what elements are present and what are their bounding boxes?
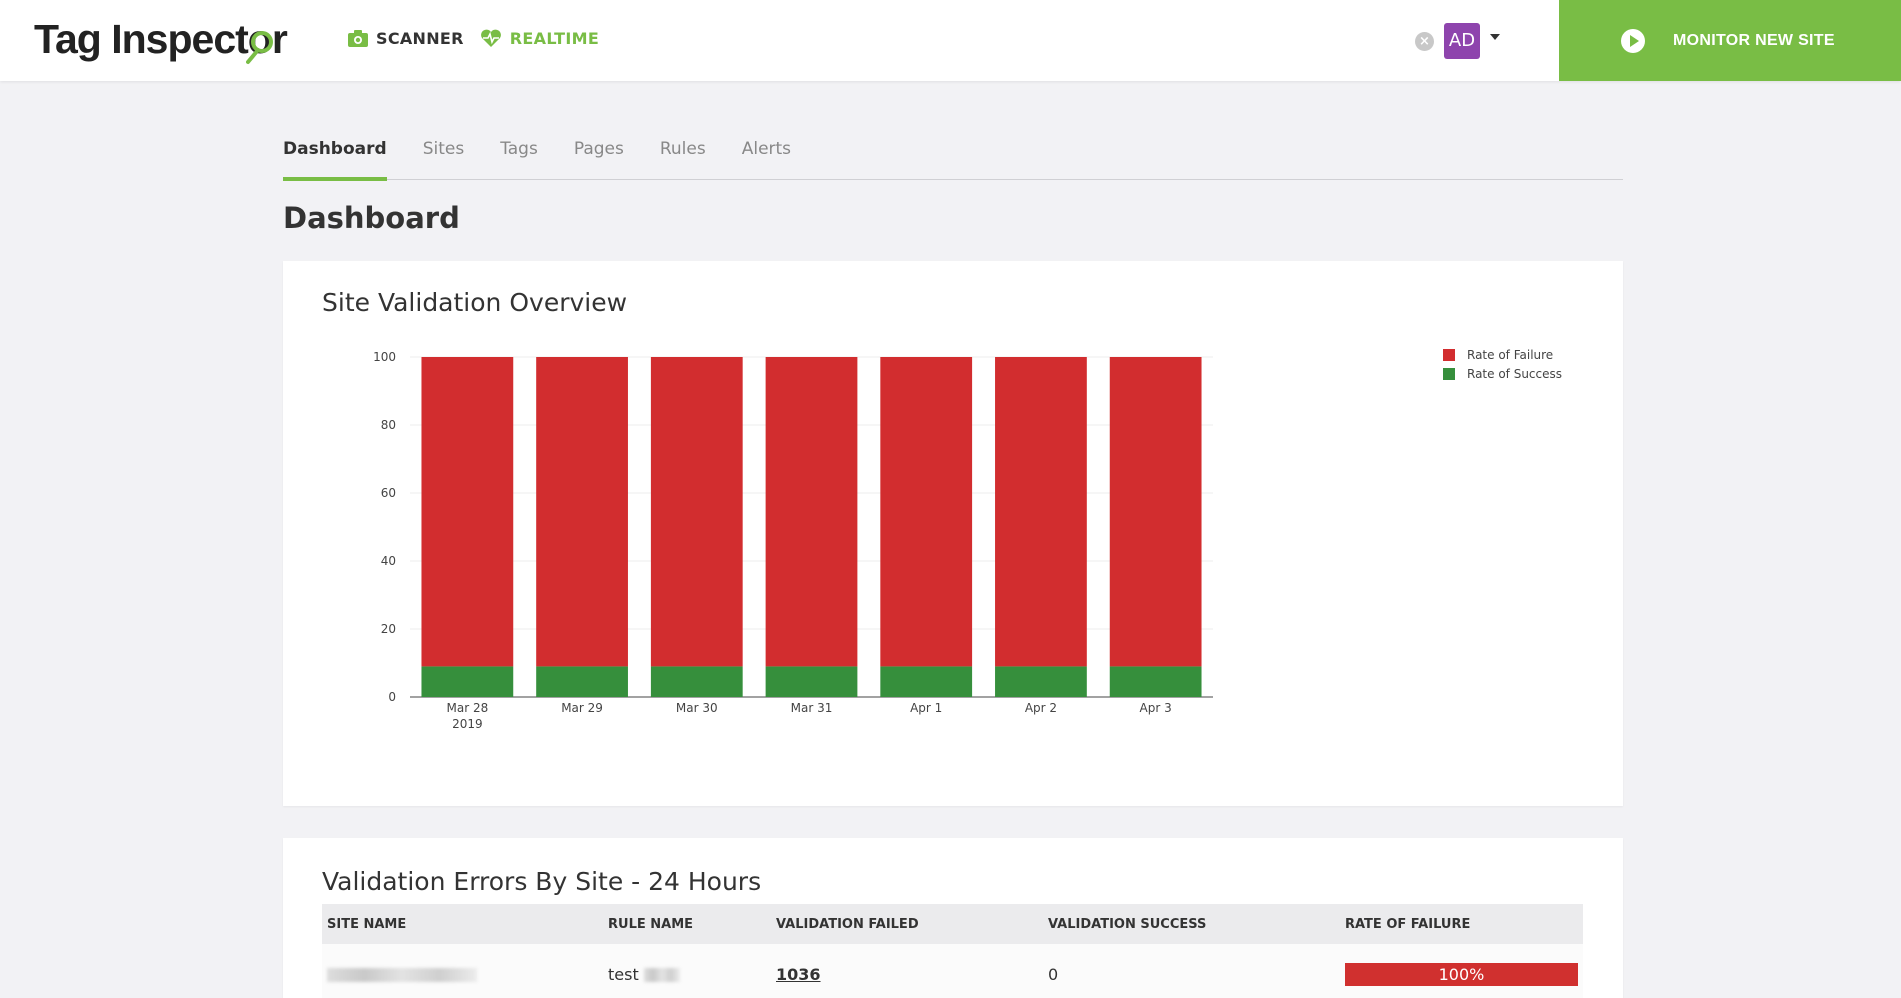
x-tick-sublabel: 2019 xyxy=(452,717,483,731)
bar-failure xyxy=(536,357,628,667)
x-tick-label: Mar 31 xyxy=(791,701,833,715)
nav-realtime-label: REALTIME xyxy=(509,29,600,48)
bar-failure xyxy=(765,357,858,667)
x-tick-label: Mar 30 xyxy=(676,701,718,715)
site-validation-overview-card: Site Validation Overview 0 20 40 60 80 100 Mar… xyxy=(283,261,1623,806)
validation-failed-link[interactable]: 1036 xyxy=(776,964,821,984)
camera-icon xyxy=(348,30,368,47)
nav-scanner-label: SCANNER xyxy=(376,29,464,48)
legend-label-failure: Rate of Failure xyxy=(1467,347,1554,362)
col-validation-success[interactable]: VALIDATION SUCCESS xyxy=(1048,916,1207,932)
dashboard-tabs: Dashboard Sites Tags Pages Rules Alerts xyxy=(283,130,1623,181)
y-tick-label: 0 xyxy=(388,690,396,704)
cell-rule-name: test xyxy=(603,965,771,984)
x-tick-label: Apr 3 xyxy=(1140,701,1172,715)
bar-success xyxy=(995,666,1087,697)
legend-item-success[interactable]: Rate of Success xyxy=(1443,364,1562,383)
redacted-rule-suffix xyxy=(643,968,680,982)
cell-validation-success: 0 xyxy=(1048,964,1059,984)
page-title: Dashboard xyxy=(283,201,460,235)
bar-success xyxy=(880,666,973,697)
monitor-new-site-label: MONITOR NEW SITE xyxy=(1673,31,1835,49)
user-area: × AD xyxy=(1415,23,1500,59)
tab-alerts[interactable]: Alerts xyxy=(741,139,792,159)
bar-failure xyxy=(1109,357,1202,667)
tag-inspector-logo[interactable]: Tag Inspecto r xyxy=(34,16,288,64)
validation-bar-chart: 0 20 40 60 80 100 Mar 28 2019 Mar 29 Mar 30 Mar 31… xyxy=(373,350,1213,731)
tab-tags[interactable]: Tags xyxy=(500,139,538,159)
y-tick-label: 20 xyxy=(381,622,396,636)
col-rule-name[interactable]: RULE NAME xyxy=(608,916,694,932)
bar-failure xyxy=(421,357,514,667)
top-header: Tag Inspecto r SCANNER REALTIME × AD MONI… xyxy=(0,0,1901,81)
col-validation-failed[interactable]: VALIDATION FAILED xyxy=(776,916,919,932)
failure-rate-bar: 100% xyxy=(1345,962,1578,986)
chart-title: Site Validation Overview xyxy=(322,288,628,317)
cell-site-name xyxy=(322,965,603,984)
x-tick-label: Apr 1 xyxy=(910,701,942,715)
table-row[interactable]: test 1036 0 100% xyxy=(322,944,1583,998)
cell-rate-of-failure: 100% xyxy=(1340,962,1583,986)
bar-success xyxy=(536,666,628,697)
bar-failure xyxy=(995,357,1087,667)
tab-dashboard[interactable]: Dashboard xyxy=(283,130,387,181)
y-tick-label: 100 xyxy=(373,350,396,364)
user-avatar[interactable]: AD xyxy=(1444,23,1480,59)
legend-swatch-success xyxy=(1443,367,1455,380)
tab-rules[interactable]: Rules xyxy=(659,139,706,159)
play-icon xyxy=(1621,28,1645,53)
bar-success xyxy=(765,666,858,697)
x-tick-label: Mar 29 xyxy=(561,701,603,715)
validation-errors-table: SITE NAME RULE NAME VALIDATION FAILED VA… xyxy=(322,904,1583,998)
logo-text: Tag Inspect xyxy=(34,16,249,62)
nav-scanner[interactable]: SCANNER xyxy=(348,29,464,48)
tab-pages[interactable]: Pages xyxy=(573,139,624,159)
bar-failure xyxy=(880,357,973,667)
redacted-site-name xyxy=(327,968,477,982)
rule-name-value: test xyxy=(608,964,639,984)
y-tick-label: 80 xyxy=(381,418,396,432)
validation-errors-card: Validation Errors By Site - 24 Hours SIT… xyxy=(283,838,1623,998)
nav-realtime[interactable]: REALTIME xyxy=(480,29,599,48)
legend-label-success: Rate of Success xyxy=(1467,366,1563,381)
tab-sites[interactable]: Sites xyxy=(422,139,465,159)
cell-validation-failed: 1036 xyxy=(771,965,1043,984)
x-tick-label: Apr 2 xyxy=(1025,701,1057,715)
bar-success xyxy=(650,666,743,697)
close-circle-icon[interactable]: × xyxy=(1415,31,1434,51)
y-tick-label: 60 xyxy=(381,486,396,500)
table-title: Validation Errors By Site - 24 Hours xyxy=(322,867,762,896)
magnifier-icon: o xyxy=(245,16,273,64)
col-site-name[interactable]: SITE NAME xyxy=(327,916,407,932)
table-header: SITE NAME RULE NAME VALIDATION FAILED VA… xyxy=(322,904,1583,944)
chart-legend: Rate of Failure Rate of Success xyxy=(1443,345,1562,383)
x-tick-label: Mar 28 xyxy=(446,701,488,715)
legend-item-failure[interactable]: Rate of Failure xyxy=(1443,345,1562,364)
col-rate-of-failure[interactable]: RATE OF FAILURE xyxy=(1345,916,1471,932)
y-tick-label: 40 xyxy=(381,554,396,568)
legend-swatch-failure xyxy=(1443,348,1455,361)
bar-success xyxy=(1109,666,1202,697)
monitor-new-site-button[interactable]: MONITOR NEW SITE xyxy=(1559,0,1901,81)
bar-success xyxy=(421,666,514,697)
logo-text-end: r xyxy=(271,16,288,62)
heartbeat-icon xyxy=(480,29,501,47)
bar-failure xyxy=(650,357,743,667)
top-nav: SCANNER REALTIME xyxy=(348,29,599,48)
chevron-down-icon[interactable] xyxy=(1490,34,1500,40)
